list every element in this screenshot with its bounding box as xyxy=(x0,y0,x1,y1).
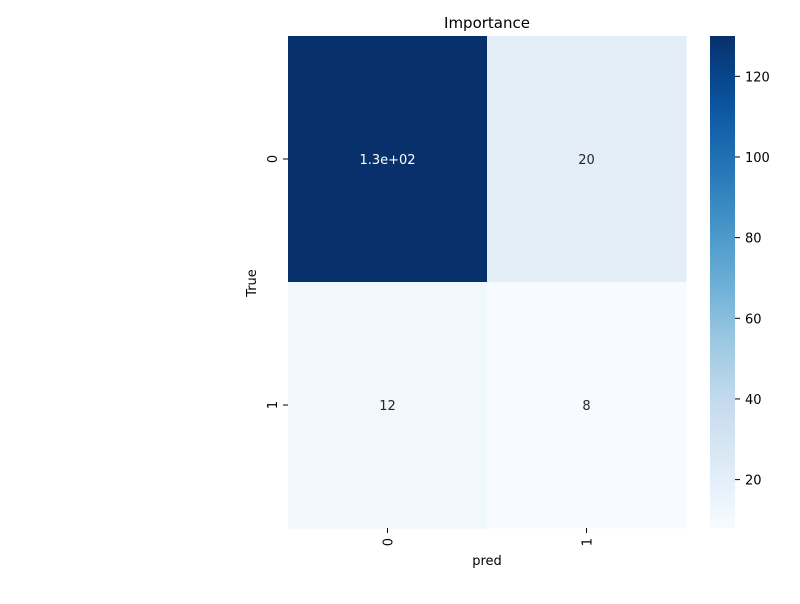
heatmap-cell-r0-c0 xyxy=(288,36,488,283)
x-axis-label: pred xyxy=(472,554,502,569)
x-tick-label-0: 0 xyxy=(382,538,397,546)
y-tick-label-1: 1 xyxy=(266,401,281,409)
colorbar-ticks: 20 40 60 80 100 120 xyxy=(735,70,770,489)
x-tick-label-1: 1 xyxy=(581,538,596,546)
cell-annotation-r1-c0: 12 xyxy=(379,399,396,414)
colorbar-tick-label-3: 80 xyxy=(745,232,762,247)
cell-annotation-r0-c0: 1.3e+02 xyxy=(359,153,415,168)
heatmap-cell-r0-c1 xyxy=(487,36,687,283)
chart-title: Importance xyxy=(444,14,530,32)
cell-annotation-r0-c1: 20 xyxy=(578,153,595,168)
cell-annotation-r1-c1: 8 xyxy=(582,399,590,414)
heatmap-cell-labels: 1.3e+02 20 12 8 xyxy=(359,153,594,414)
heatmap-cell-r1-c0 xyxy=(288,282,488,529)
colorbar: 20 40 60 80 100 120 xyxy=(710,36,770,528)
y-tick-label-0: 0 xyxy=(266,155,281,163)
colorbar-tick-label-1: 40 xyxy=(745,393,762,408)
heatmap-cell-r1-c1 xyxy=(487,282,687,529)
y-axis-label: True xyxy=(245,269,260,298)
colorbar-tick-label-4: 100 xyxy=(745,151,770,166)
y-axis: 01 xyxy=(266,155,288,409)
colorbar-tick-label-0: 20 xyxy=(745,474,762,489)
colorbar-tick-label-5: 120 xyxy=(745,70,770,85)
heatmap-cells xyxy=(288,36,687,529)
colorbar-tick-label-2: 60 xyxy=(745,312,762,327)
colorbar-gradient xyxy=(710,36,735,528)
